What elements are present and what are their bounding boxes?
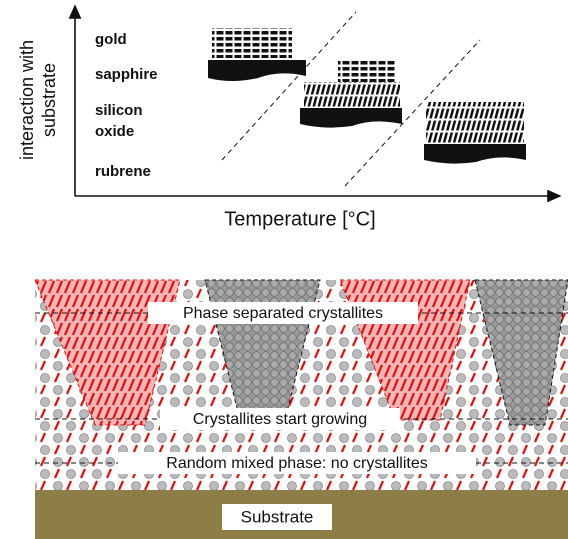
substrate-label: gold: [95, 31, 127, 48]
bottom-panel: Phase separated crystallites Crystallite…: [35, 280, 568, 539]
substrate-label: Substrate: [241, 507, 314, 526]
top-panel: interaction with substrate gold sapphire…: [17, 6, 560, 230]
figure: interaction with substrate gold sapphire…: [0, 0, 568, 539]
y-axis-label: substrate: [39, 63, 59, 137]
layer-label: Phase separated crystallites: [183, 305, 383, 322]
y-axis-label: interaction with: [17, 40, 37, 160]
substrate-label: sapphire: [95, 66, 158, 83]
layer-label: Random mixed phase: no crystallites: [166, 455, 427, 472]
molecule-stack: [208, 28, 306, 81]
molecule-stack: [300, 60, 402, 128]
substrate-label: silicon: [95, 102, 143, 119]
substrate-label: rubrene: [95, 163, 151, 180]
molecule-stack: [424, 102, 526, 164]
layer-label: Crystallites start growing: [193, 411, 367, 428]
substrate-label: oxide: [95, 123, 134, 140]
x-axis-label: Temperature [°C]: [224, 208, 375, 230]
